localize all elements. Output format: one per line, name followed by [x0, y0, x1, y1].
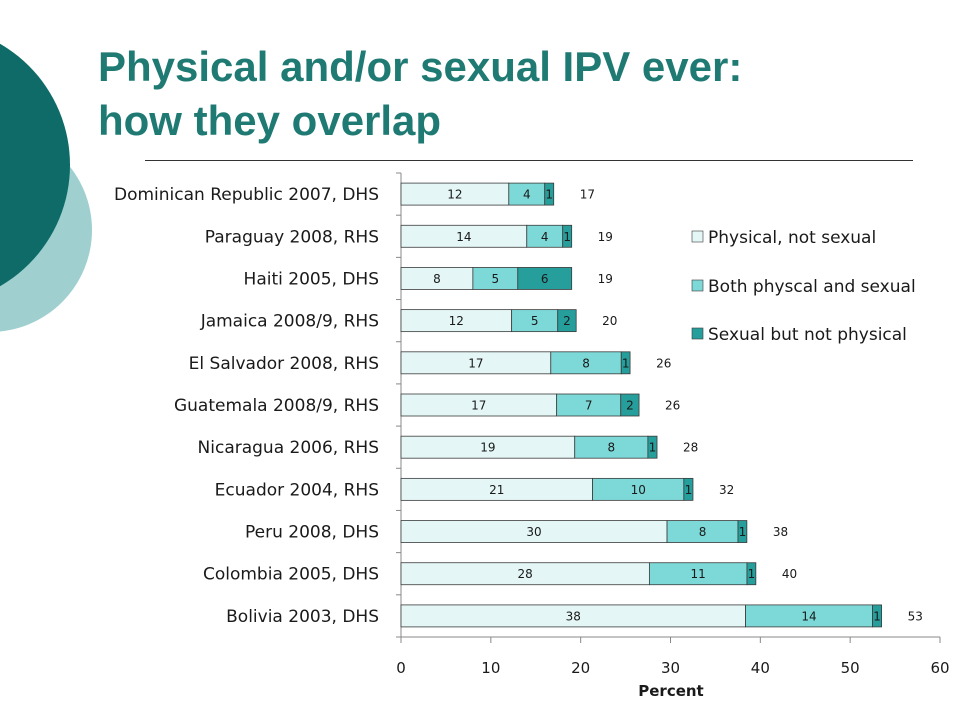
category-label: Paraguay 2008, RHS [205, 227, 379, 247]
bar-total-label: 20 [602, 314, 617, 328]
bar-total-label: 32 [719, 483, 734, 497]
category-label: Haiti 2005, DHS [244, 269, 379, 289]
deco-circle-dark [0, 43, 70, 287]
legend-swatch [691, 279, 704, 292]
bar-segment-label: 5 [531, 314, 539, 328]
bar-segment [620, 393, 640, 417]
bar-total-label: 26 [665, 399, 680, 413]
slide-title-line1: Physical and/or sexual IPV ever: [98, 43, 743, 90]
bar-segment-label: 8 [433, 272, 441, 286]
category-label: Jamaica 2008/9, RHS [200, 312, 379, 332]
bar-segment-label: 1 [685, 483, 693, 497]
bar-segment-label: 2 [563, 314, 571, 328]
x-tick-label: 30 [661, 659, 680, 677]
bar-segment [683, 477, 694, 501]
bar-total-label: 53 [908, 609, 923, 623]
bar-total-label: 28 [683, 441, 698, 455]
bar-segment-label: 1 [622, 356, 630, 370]
bar-total-label: 17 [580, 188, 595, 202]
x-tick-label: 60 [930, 659, 949, 677]
category-label: Dominican Republic 2007, DHS [114, 185, 379, 205]
x-tick-label: 50 [841, 659, 860, 677]
slide-title: Physical and/or sexual IPV ever: how the… [98, 40, 742, 148]
category-label: Peru 2008, DHS [245, 523, 379, 543]
x-tick-label: 0 [396, 659, 406, 677]
bar-total-label: 26 [656, 356, 671, 370]
bar-segment-label: 14 [801, 609, 816, 623]
bar-segment-label: 2 [626, 399, 634, 413]
category-label: Nicaragua 2006, RHS [198, 438, 379, 458]
bar-segment [517, 267, 573, 290]
bar-segment [557, 309, 577, 333]
slide-title-line2: how they overlap [98, 97, 442, 144]
bar-total-label: 40 [782, 567, 797, 581]
bar-segment-label: 4 [523, 188, 531, 202]
category-label: El Salvador 2008, RHS [189, 354, 379, 374]
bar-segment-label: 8 [582, 356, 590, 370]
bar-segment-label: 1 [748, 567, 756, 581]
bar-segment-label: 19 [480, 441, 495, 455]
bar-segment-label: 1 [563, 230, 571, 244]
bar-segment-label: 28 [518, 567, 533, 581]
bar-segment [737, 520, 748, 543]
category-label: Ecuador 2004, RHS [215, 480, 379, 500]
bar-segment [872, 604, 883, 628]
bar-segment-label: 14 [456, 230, 471, 244]
bar-segment-label: 7 [585, 399, 593, 413]
bar-segment-label: 12 [447, 188, 462, 202]
bar-segment-label: 38 [566, 609, 581, 623]
category-label: Bolivia 2003, DHS [226, 607, 379, 627]
bar-total-label: 19 [598, 272, 613, 286]
bar-segment-label: 30 [526, 525, 541, 539]
bar-segment-label: 6 [541, 272, 549, 286]
bar-segment [562, 224, 573, 248]
x-tick-label: 20 [571, 659, 590, 677]
x-axis-title: Percent [638, 682, 703, 700]
legend-label: Sexual but not physical [708, 325, 907, 345]
bar-segment-label: 1 [873, 609, 881, 623]
x-tick-label: 40 [751, 659, 770, 677]
legend-label: Both physcal and sexual [708, 277, 916, 297]
bar-segment [746, 562, 757, 586]
category-label: Guatemala 2008/9, RHS [174, 396, 379, 416]
legend-swatch [691, 327, 704, 340]
bar-segment-label: 1 [649, 441, 657, 455]
bar-segment-label: 4 [541, 230, 549, 244]
bar-segment-label: 11 [691, 567, 706, 581]
bar-segment-label: 8 [607, 441, 615, 455]
category-label: Colombia 2005, DHS [203, 565, 379, 585]
bar-total-label: 19 [598, 230, 613, 244]
bar-segment-label: 8 [699, 525, 707, 539]
bar-segment-label: 12 [449, 314, 464, 328]
bar-segment-label: 5 [492, 272, 500, 286]
legend-label: Physical, not sexual [708, 228, 876, 248]
bar-total-label: 38 [773, 525, 788, 539]
bar-segment-label: 21 [489, 483, 504, 497]
bar-segment [620, 351, 631, 375]
bar-segment [647, 435, 658, 459]
title-divider [145, 160, 913, 161]
bar-segment-label: 1 [545, 188, 553, 202]
bar-segment-label: 17 [468, 356, 483, 370]
bar-segment-label: 17 [471, 399, 486, 413]
legend-swatch [691, 230, 704, 243]
bar-segment-label: 10 [631, 483, 646, 497]
x-tick-label: 10 [481, 659, 500, 677]
bar-segment [544, 182, 555, 206]
bar-segment-label: 1 [739, 525, 747, 539]
